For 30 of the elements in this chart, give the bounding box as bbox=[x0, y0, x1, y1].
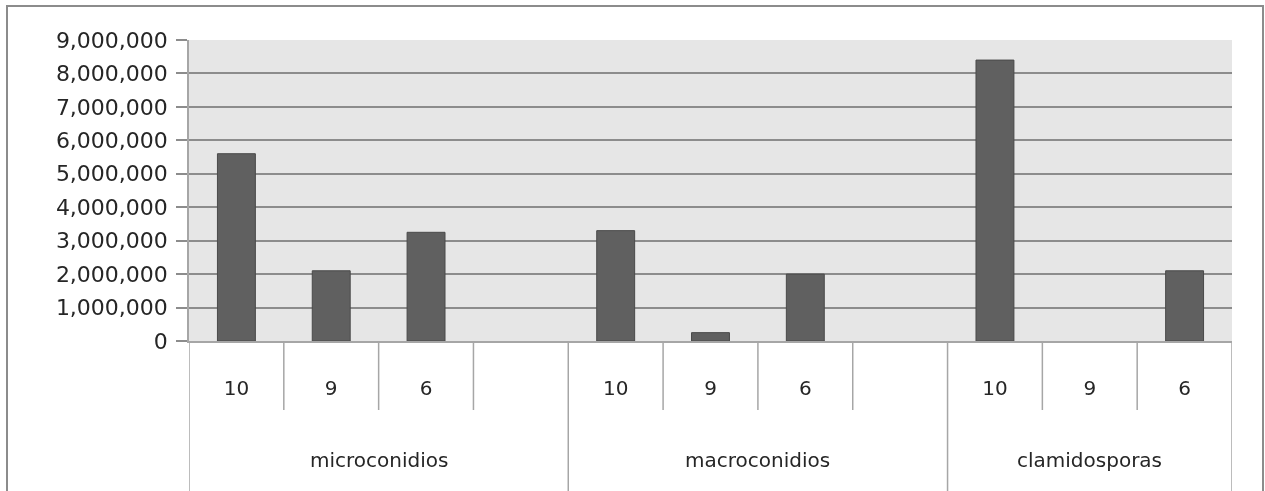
text: macroconidios bbox=[685, 448, 831, 472]
bar bbox=[975, 59, 1015, 341]
text: clamidosporas bbox=[1017, 448, 1163, 472]
bar bbox=[406, 231, 446, 341]
bar bbox=[216, 153, 256, 341]
x-tick-label: 6 bbox=[798, 375, 812, 400]
bar bbox=[596, 230, 636, 341]
x-tick-label: 6 bbox=[419, 375, 433, 400]
bar bbox=[311, 270, 351, 341]
y-tick-label: 1,000,000 bbox=[55, 295, 168, 321]
x-tick-label: 9 bbox=[1083, 375, 1097, 400]
bar bbox=[785, 273, 825, 341]
y-tick-label: 7,000,000 bbox=[55, 94, 168, 120]
x-tick-label: 9 bbox=[704, 375, 717, 400]
bar bbox=[691, 332, 730, 341]
y-tick-label: 8,000,000 bbox=[55, 61, 168, 87]
x-tick-label: 10 bbox=[602, 375, 629, 400]
y-tick-label: 2,000,000 bbox=[55, 261, 168, 287]
x-tick-label: 10 bbox=[223, 375, 250, 400]
y-tick-label: 0 bbox=[153, 328, 168, 354]
bar bbox=[1165, 270, 1205, 341]
y-tick-label: 4,000,000 bbox=[55, 194, 168, 220]
x-tick-label: 9 bbox=[324, 375, 338, 400]
x-tick-label: 10 bbox=[982, 375, 1008, 400]
y-tick-label: 6,000,000 bbox=[55, 128, 168, 154]
y-tick-label: 9,000,000 bbox=[55, 27, 168, 53]
y-tick-label: 5,000,000 bbox=[55, 161, 168, 187]
text: microconidios bbox=[310, 448, 449, 472]
y-tick-label: 3,000,000 bbox=[55, 228, 168, 254]
x-tick-label: 6 bbox=[1178, 375, 1191, 400]
